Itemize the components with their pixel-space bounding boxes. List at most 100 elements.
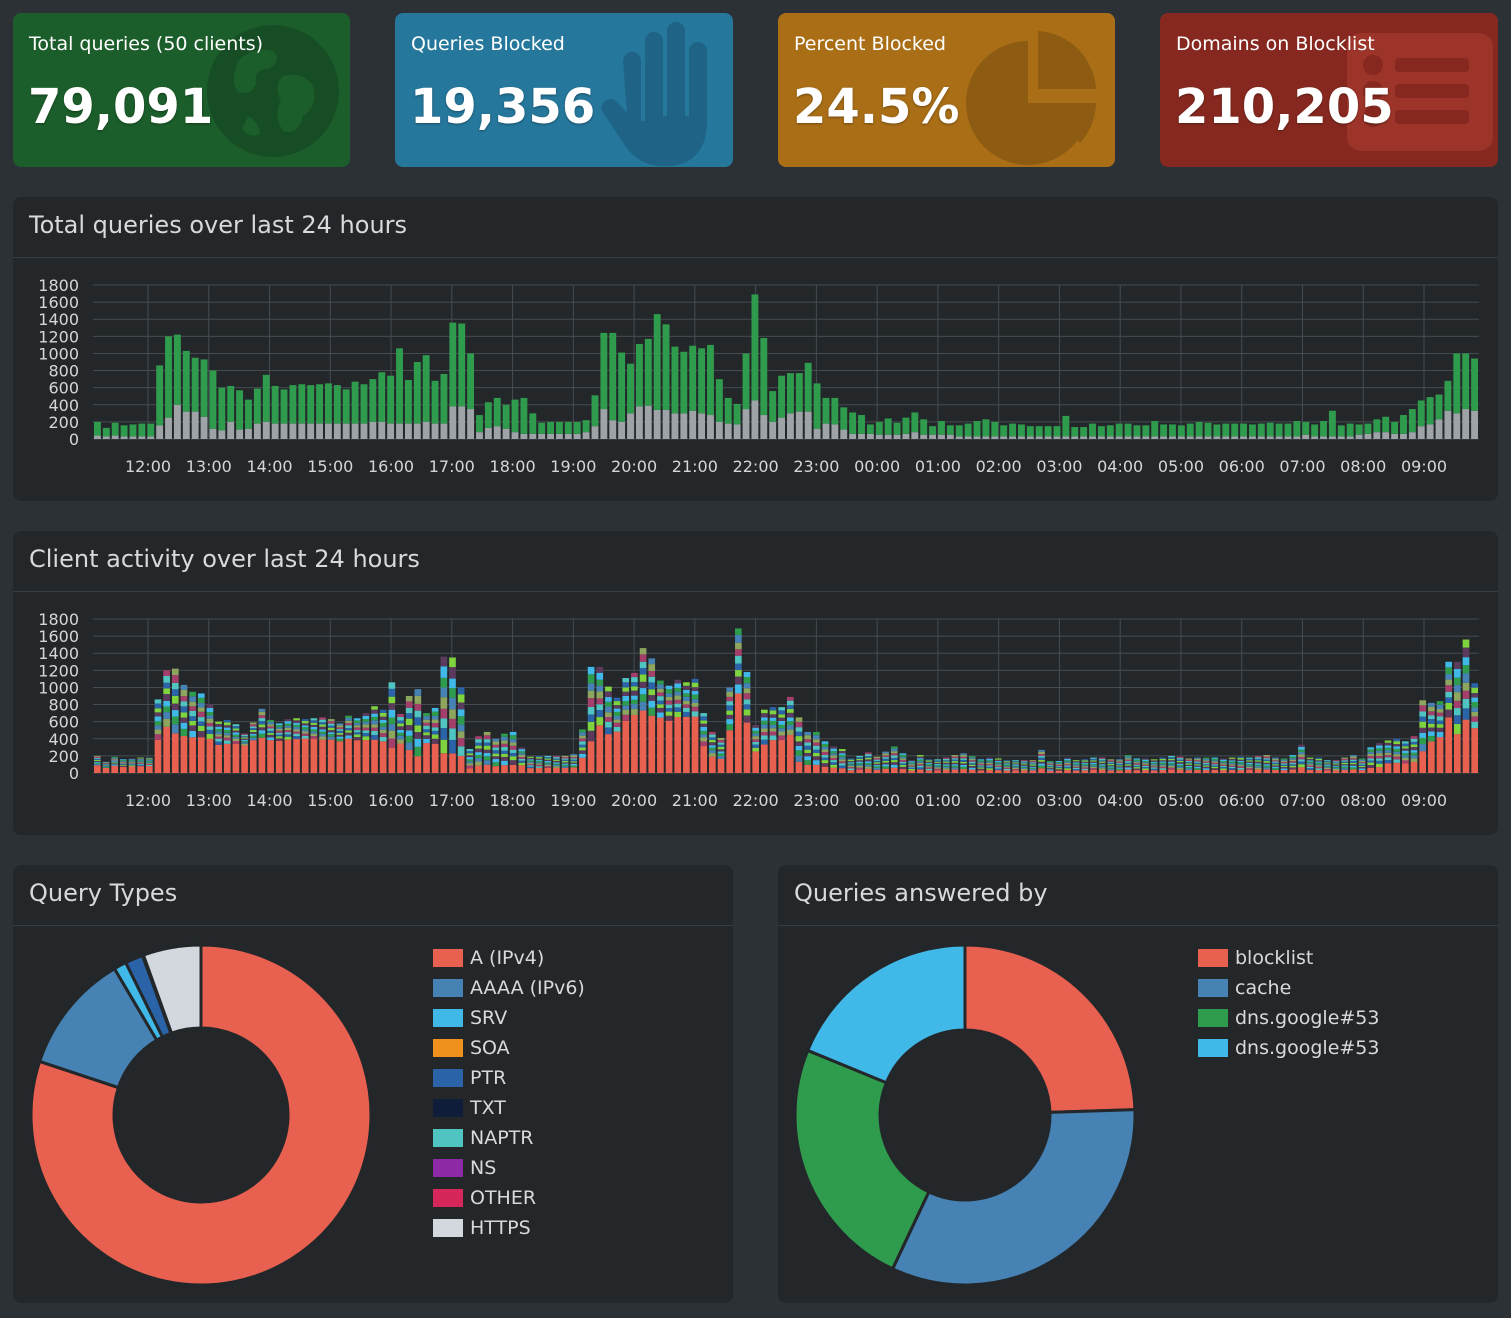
bar-allowed: [484, 402, 492, 428]
bar-client-segment: [561, 755, 569, 758]
bar-allowed: [369, 379, 377, 422]
bar-client-segment: [345, 732, 352, 736]
bar-client-segment: [1393, 751, 1401, 755]
legend-item[interactable]: dns.google#53: [1198, 1033, 1379, 1063]
bar-client-segment: [535, 763, 543, 765]
bar-client-segment: [1064, 761, 1071, 763]
bar-allowed: [1364, 423, 1372, 434]
bar-client-segment: [1107, 766, 1115, 768]
bar-client-segment: [934, 765, 941, 767]
tile-total-queries[interactable]: Total queries (50 clients) 79,091: [13, 13, 350, 167]
bar-client-segment: [1046, 766, 1054, 768]
bar-client-segment: [1384, 752, 1392, 756]
bar-client-segment: [319, 719, 326, 723]
legend-item[interactable]: OTHER: [433, 1183, 585, 1213]
x-tick-label: 18:00: [490, 791, 536, 810]
bar-client-segment: [1142, 770, 1149, 773]
bar-client-segment: [388, 730, 396, 739]
bar-client-segment: [882, 757, 889, 759]
bar-client-segment: [691, 682, 699, 688]
bar-client-segment: [856, 763, 863, 765]
bar-client-segment: [1428, 702, 1435, 707]
bar-allowed: [1169, 424, 1176, 437]
legend-item[interactable]: SRV: [433, 1003, 585, 1033]
donut-slice[interactable]: [805, 943, 967, 1085]
bar-client-segment: [864, 766, 872, 769]
bar-client-segment: [483, 749, 491, 753]
bar-blocked: [351, 423, 359, 439]
legend-item[interactable]: SOA: [433, 1033, 585, 1063]
legend-item[interactable]: AAAA (IPv6): [433, 973, 585, 1003]
bar-client-segment: [414, 703, 422, 711]
bar-blocked: [262, 421, 270, 439]
legend-item[interactable]: NAPTR: [433, 1123, 585, 1153]
tile-percent-blocked[interactable]: Percent Blocked 24.5%: [778, 13, 1115, 167]
bar-client-segment: [1012, 768, 1019, 771]
bar-blocked: [1320, 436, 1327, 439]
bar-client-segment: [1341, 760, 1349, 762]
bar-blocked: [1249, 436, 1256, 439]
bar-client-segment: [587, 721, 595, 731]
bar-client-segment: [968, 761, 976, 764]
bar-client-segment: [605, 727, 612, 735]
bar-client-segment: [743, 683, 751, 689]
bar-client-segment: [518, 754, 526, 758]
tile-domains-blocklist[interactable]: Domains on Blocklist 210,205: [1160, 13, 1498, 167]
bar-client-segment: [215, 741, 222, 745]
bar-client-segment: [197, 707, 205, 712]
bar-blocked: [813, 428, 821, 439]
queries-answered-donut[interactable]: [778, 865, 1498, 1303]
bar-client-segment: [639, 668, 647, 675]
bar-allowed: [1160, 424, 1168, 437]
bar-client-segment: [1341, 769, 1349, 773]
bar-client-segment: [1237, 760, 1245, 763]
query-types-legend: A (IPv4) AAAA (IPv6) SRV SOA PTR TXT NAPTR NS OT…: [433, 943, 585, 1243]
legend-item[interactable]: dns.google#53: [1198, 1003, 1379, 1033]
bar-client-segment: [1358, 767, 1366, 769]
bar-client-segment: [1298, 761, 1305, 765]
bar-blocked: [1106, 436, 1114, 439]
bar-allowed: [973, 421, 981, 437]
bar-client-segment: [414, 746, 422, 757]
bar-client-segment: [899, 758, 907, 760]
bar-client-segment: [1185, 765, 1193, 768]
bar-client-segment: [1220, 768, 1227, 771]
bar-client-segment: [769, 707, 777, 711]
legend-item[interactable]: blocklist: [1198, 943, 1379, 973]
donut-slice[interactable]: [141, 943, 203, 1036]
x-tick-label: 20:00: [611, 791, 657, 810]
legend-item[interactable]: PTR: [433, 1063, 585, 1093]
y-tick-label: 800: [48, 696, 79, 715]
bar-allowed: [858, 415, 865, 434]
bar-client-segment: [1471, 707, 1478, 712]
bar-client-segment: [1358, 764, 1366, 766]
donut-slice[interactable]: [890, 1108, 1137, 1287]
bar-client-segment: [916, 767, 924, 770]
bar-client-segment: [483, 756, 491, 761]
legend-item[interactable]: HTTPS: [433, 1213, 585, 1243]
bar-client-segment: [561, 763, 569, 765]
bar-client-segment: [674, 711, 682, 718]
legend-item[interactable]: cache: [1198, 973, 1379, 1003]
bar-client-segment: [1150, 760, 1158, 762]
tile-queries-blocked[interactable]: Queries Blocked 19,356: [395, 13, 733, 167]
bar-client-segment: [1185, 767, 1193, 769]
donut-slice[interactable]: [793, 1048, 931, 1271]
donut-slice[interactable]: [29, 943, 373, 1287]
bar-client-segment: [1116, 759, 1123, 761]
bar-client-segment: [977, 765, 985, 767]
bar-client-segment: [535, 759, 543, 761]
legend-item[interactable]: A (IPv4): [433, 943, 585, 973]
bar-allowed: [902, 417, 910, 434]
query-types-donut[interactable]: [13, 865, 733, 1303]
bar-client-segment: [1220, 765, 1227, 768]
bar-client-segment: [501, 746, 508, 751]
bar-client-segment: [431, 719, 439, 723]
donut-slice[interactable]: [963, 943, 1137, 1114]
legend-item[interactable]: TXT: [433, 1093, 585, 1123]
legend-item[interactable]: NS: [433, 1153, 585, 1183]
bar-client-segment: [726, 719, 734, 725]
bar-client-segment: [717, 737, 725, 741]
